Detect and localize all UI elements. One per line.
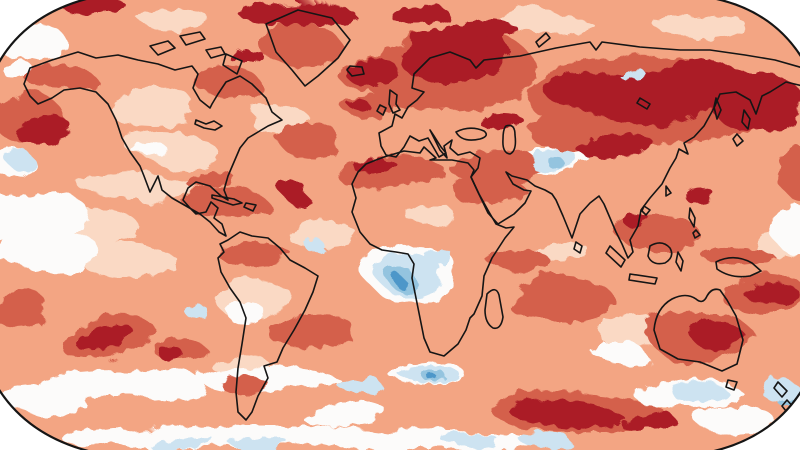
projection-edge-bottom-right xyxy=(713,390,800,450)
lake-outlines xyxy=(194,97,651,155)
anomaly-blob xyxy=(302,237,322,249)
anomaly-blob xyxy=(260,23,340,67)
corner-mask-bottom-left xyxy=(0,390,85,450)
anomaly-blob xyxy=(500,10,590,34)
anomaly-blob xyxy=(762,382,800,402)
projection-edge-bottom-left xyxy=(0,388,89,450)
anomaly-blob xyxy=(338,376,382,394)
coastline-australia xyxy=(653,288,744,372)
anomaly-blob xyxy=(160,347,184,363)
anomaly-blob xyxy=(140,10,210,30)
anomaly-blob xyxy=(575,130,655,162)
coastline-north-america xyxy=(23,51,283,237)
anomaly-blob xyxy=(75,323,135,353)
anomaly-blob xyxy=(105,87,195,123)
anomaly-blob xyxy=(620,415,680,433)
anomaly-blob xyxy=(232,439,292,450)
projection-edge-top-right xyxy=(715,0,800,58)
anomaly-blob xyxy=(490,248,550,276)
coastline-africa xyxy=(351,146,515,357)
anomaly-blob xyxy=(394,278,406,286)
anomaly-blob xyxy=(228,305,268,325)
anomaly-blob xyxy=(2,61,34,79)
anomaly-blob xyxy=(692,322,744,350)
anomaly-blob xyxy=(221,375,269,395)
anomaly-blob xyxy=(80,173,200,201)
anomaly-blob xyxy=(342,57,398,83)
anomaly-blob xyxy=(184,170,236,190)
corner-mask-bottom-right xyxy=(717,392,800,450)
anomaly-blob xyxy=(0,383,88,411)
anomaly-blob xyxy=(181,301,205,315)
coastline-south-america xyxy=(217,231,319,421)
anomaly-blob xyxy=(132,142,168,158)
anomaly-blob xyxy=(0,290,50,330)
anomaly-blob xyxy=(592,342,644,362)
anomaly-blob xyxy=(284,221,356,245)
coastline-islands xyxy=(149,31,797,417)
anomaly-blob xyxy=(770,199,800,251)
anomaly-blob xyxy=(390,4,450,26)
anomaly-blob xyxy=(616,66,644,78)
anomaly-blob xyxy=(15,116,75,148)
anomaly-blob xyxy=(710,68,800,132)
anomaly-blob xyxy=(425,372,435,378)
anomaly-blob xyxy=(744,284,800,304)
anomaly-blob xyxy=(685,187,715,205)
coastline-greenland xyxy=(265,9,351,87)
anomaly-blob xyxy=(507,399,623,427)
anomaly-blob xyxy=(520,432,570,448)
corner-mask-top-left xyxy=(0,0,83,61)
anomaly-blob xyxy=(549,160,567,170)
anomaly-blob xyxy=(230,50,266,66)
anomaly-blob xyxy=(300,403,390,427)
anomaly-blob xyxy=(26,64,94,92)
anomaly-blob xyxy=(62,429,118,447)
anomaly-blob xyxy=(145,433,215,449)
anomaly-blob xyxy=(420,243,448,261)
anomaly-blob xyxy=(777,144,800,196)
anomaly-blob xyxy=(672,384,728,402)
anomaly-blob xyxy=(695,408,775,432)
anomaly-blob xyxy=(237,0,353,25)
anomaly-blob xyxy=(655,10,745,40)
anomaly-blob xyxy=(270,312,350,348)
anomaly-blob xyxy=(200,367,340,393)
anomaly-blob xyxy=(444,19,520,45)
corner-mask-top-right xyxy=(720,0,800,56)
anomaly-blob xyxy=(598,316,662,348)
anomaly-blob xyxy=(278,125,342,155)
anomaly-blob xyxy=(82,246,178,278)
projection-edge-top-left xyxy=(0,0,87,63)
anomaly-blob xyxy=(505,278,615,322)
anomaly-blob xyxy=(478,109,522,131)
anomaly-blob xyxy=(198,70,262,100)
anomaly-blob xyxy=(0,189,90,241)
anomaly-blob xyxy=(219,241,291,269)
anomaly-blob xyxy=(6,152,34,168)
coastline-eurasia xyxy=(378,41,800,259)
coastlines xyxy=(23,9,800,421)
anomaly-blob xyxy=(454,176,526,208)
anomaly-blob xyxy=(350,100,370,112)
anomaly-blob xyxy=(0,230,100,270)
anomaly-blob xyxy=(284,187,312,203)
anomaly-blob xyxy=(405,205,455,225)
anomaly-blob xyxy=(442,432,498,448)
